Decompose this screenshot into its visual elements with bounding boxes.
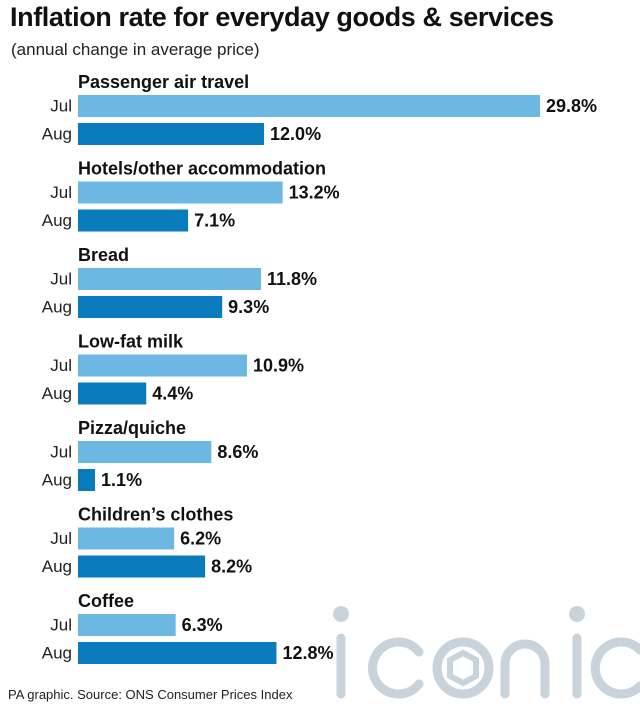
bar-jul xyxy=(78,441,212,463)
series-label: Jul xyxy=(50,97,72,116)
bar-jul xyxy=(78,181,283,204)
chart-title: Inflation rate for everyday goods & serv… xyxy=(10,2,554,32)
series-label: Jul xyxy=(50,270,72,289)
value-label: 9.3% xyxy=(228,297,269,317)
bar-jul xyxy=(78,614,176,636)
bar-aug xyxy=(78,642,277,664)
value-label: 11.8% xyxy=(267,269,317,289)
value-label: 8.6% xyxy=(217,442,258,462)
bar-aug xyxy=(78,296,223,318)
value-label: 12.0% xyxy=(270,124,321,144)
value-label: 10.9% xyxy=(253,356,304,376)
series-label: Aug xyxy=(42,125,72,144)
category-label: Pizza/quiche xyxy=(78,418,186,438)
value-label: 7.1% xyxy=(194,211,235,231)
bar-jul xyxy=(78,268,261,290)
chart-subtitle: (annual change in average price) xyxy=(11,40,260,59)
series-label: Aug xyxy=(42,211,72,230)
value-label: 6.3% xyxy=(182,615,223,635)
bar-jul xyxy=(78,527,175,550)
series-label: Jul xyxy=(50,443,72,462)
series-label: Aug xyxy=(42,471,72,490)
series-label: Aug xyxy=(42,644,72,663)
bar-jul xyxy=(78,95,540,117)
source-note: PA graphic. Source: ONS Consumer Prices … xyxy=(8,687,293,702)
series-label: Aug xyxy=(42,384,72,403)
value-label: 29.8% xyxy=(546,96,597,116)
category-label: Passenger air travel xyxy=(78,72,249,92)
bar-jul xyxy=(78,354,247,377)
bar-aug xyxy=(78,123,265,145)
value-label: 13.2% xyxy=(289,183,340,203)
series-label: Jul xyxy=(50,356,72,375)
value-label: 1.1% xyxy=(101,470,142,490)
value-label: 4.4% xyxy=(152,384,193,404)
series-label: Aug xyxy=(42,298,72,317)
series-label: Aug xyxy=(42,557,72,576)
category-label: Coffee xyxy=(78,591,134,611)
bar-aug xyxy=(78,555,206,578)
bar-aug xyxy=(78,469,96,491)
category-label: Hotels/other accommodation xyxy=(78,159,326,179)
category-label: Bread xyxy=(78,245,129,265)
bar-aug xyxy=(78,209,189,232)
value-label: 8.2% xyxy=(211,557,252,577)
value-label: 12.8% xyxy=(282,643,333,663)
category-label: Low-fat milk xyxy=(78,332,184,352)
series-label: Jul xyxy=(50,183,72,202)
series-label: Jul xyxy=(50,616,72,635)
bar-aug xyxy=(78,382,147,405)
value-label: 6.2% xyxy=(180,529,221,549)
category-label: Children’s clothes xyxy=(78,505,233,525)
series-label: Jul xyxy=(50,529,72,548)
